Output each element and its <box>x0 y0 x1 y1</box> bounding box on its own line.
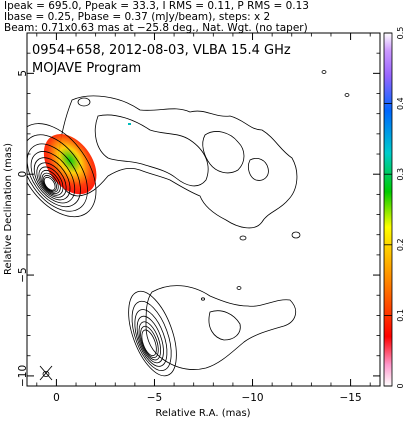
x-tick-label: −15 <box>339 392 361 404</box>
contour-level <box>38 166 64 196</box>
contour-level <box>140 325 159 358</box>
contour-level <box>33 157 71 201</box>
polarization-dot <box>128 123 131 125</box>
contour-level <box>128 290 177 377</box>
x-tick-label: −10 <box>241 392 263 404</box>
colorbar-tick-label: 0 <box>396 383 405 388</box>
chart-subtitle: MOJAVE Program <box>32 61 141 76</box>
contour-level <box>30 151 76 204</box>
x-axis: 0 −5 −10 −15 <box>36 33 371 404</box>
plot-frame <box>26 32 381 387</box>
contour-level <box>27 134 88 212</box>
colorbar-tick-label: 0.3 <box>396 168 405 181</box>
colorbar-ticks: 0 0.1 0.2 0.3 0.4 0.5 <box>384 27 405 389</box>
contour-level <box>42 175 57 192</box>
beam-marker <box>39 365 53 381</box>
x-axis-label: Relative R.A. (mas) <box>155 408 250 419</box>
y-tick-label: −10 <box>17 365 29 387</box>
contour-level <box>43 176 56 191</box>
colorbar-tick-label: 0.2 <box>396 238 405 251</box>
header-line-3: Beam: 0.71x0.63 mas at −25.8 deg., Nat. … <box>4 22 308 34</box>
y-axis-label: Relative Declination (mas) <box>3 143 14 275</box>
chart-title: 0954+658, 2012-08-03, VLBA 15.4 GHz <box>32 43 291 58</box>
colorbar-tick-label: 0.5 <box>396 27 405 40</box>
header-line-2: Ibase = 0.25, Pbase = 0.37 (mJy/beam), s… <box>4 11 270 23</box>
x-tick-label: −5 <box>147 392 162 404</box>
contour-level <box>36 162 67 198</box>
y-tick-label: 0 <box>17 171 29 178</box>
contour-level <box>131 300 172 371</box>
y-tick-label: 5 <box>17 70 29 77</box>
contour-level <box>40 169 61 194</box>
colorbar <box>383 32 393 387</box>
jet-contours <box>57 95 298 370</box>
header-line-1: Ipeak = 695.0, Ppeak = 33.3, I RMS = 0.1… <box>4 0 309 12</box>
contour-level <box>136 315 164 364</box>
contour-level <box>141 329 157 357</box>
core-component <box>27 123 97 218</box>
contour-level <box>27 143 81 208</box>
contour-level <box>134 309 168 367</box>
colorbar-tick-label: 0.1 <box>396 309 405 322</box>
contour-level <box>138 321 162 361</box>
contour-level <box>27 123 97 218</box>
isolated-contours <box>77 70 350 301</box>
colorbar-tick-label: 0.4 <box>396 97 405 110</box>
y-axis: 5 0 −5 −10 <box>17 32 380 387</box>
y-tick-label: −5 <box>17 267 29 282</box>
contour-level <box>41 172 59 193</box>
southern-component <box>128 290 177 377</box>
plot-area <box>27 70 350 381</box>
x-tick-label: 0 <box>53 392 60 404</box>
